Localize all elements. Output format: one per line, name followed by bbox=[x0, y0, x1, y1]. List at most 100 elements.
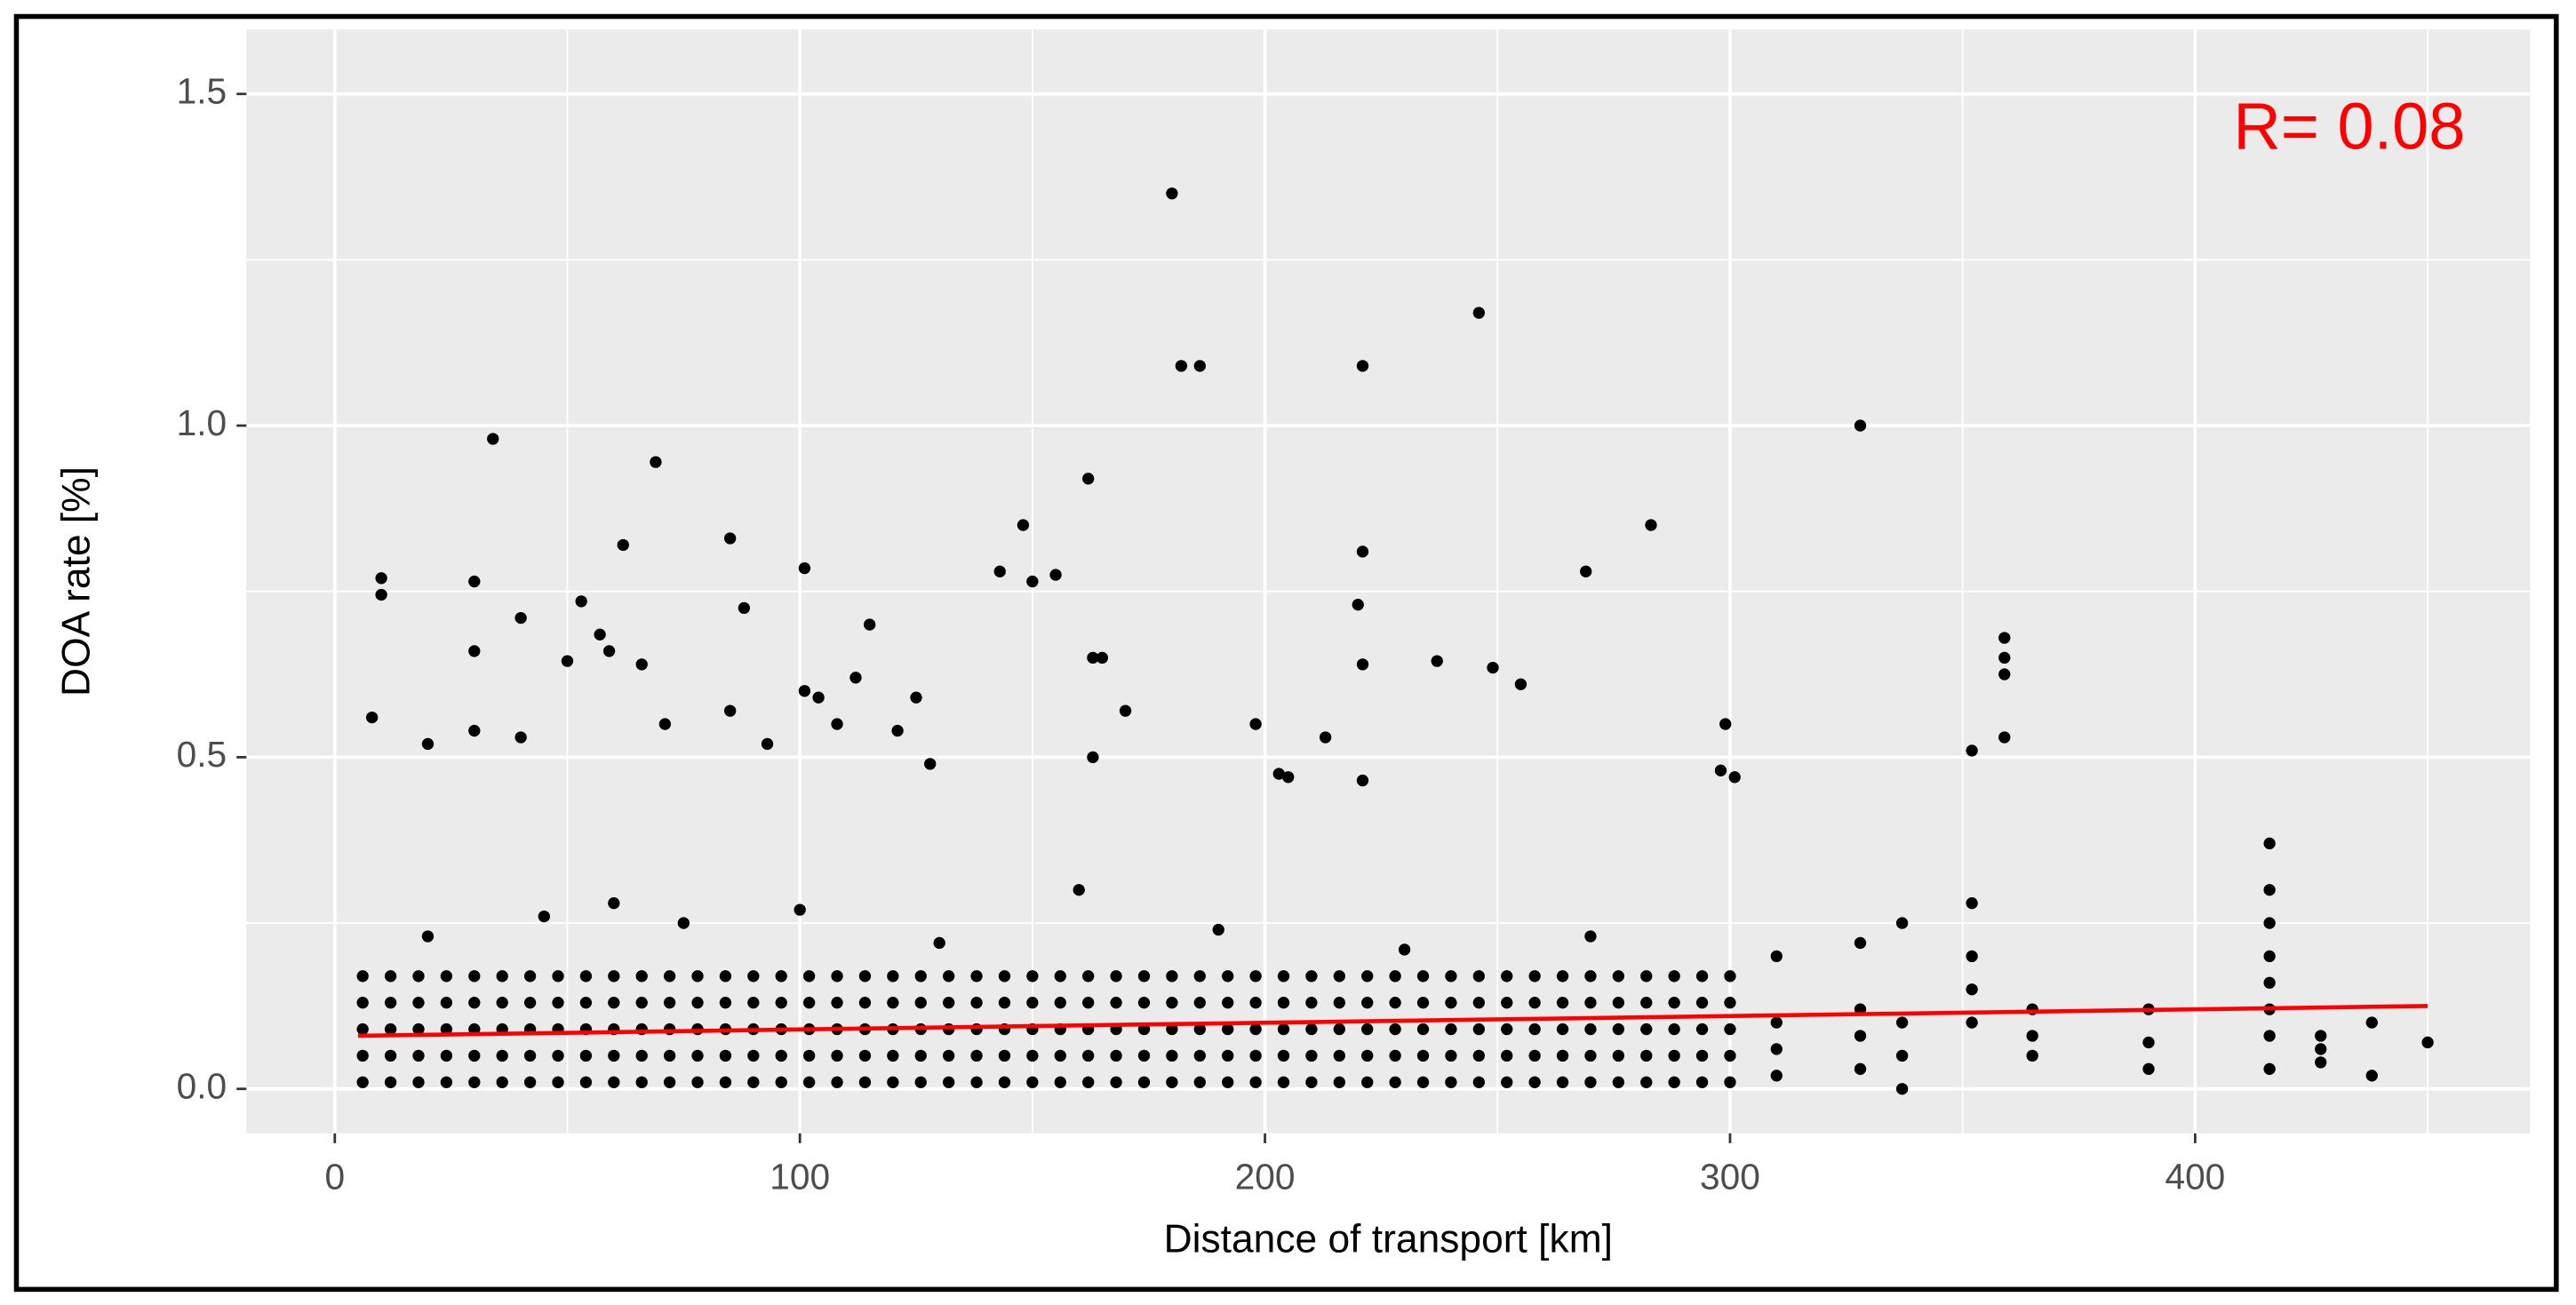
point bbox=[1640, 997, 1653, 1009]
point bbox=[1695, 997, 1709, 1009]
point bbox=[2263, 884, 2276, 896]
point bbox=[608, 897, 620, 910]
point bbox=[2263, 917, 2276, 929]
point bbox=[1416, 970, 1430, 983]
point bbox=[1305, 1076, 1318, 1088]
point bbox=[1966, 1016, 1978, 1029]
point bbox=[2365, 1016, 2378, 1029]
point bbox=[384, 1049, 397, 1062]
point bbox=[691, 997, 704, 1009]
point bbox=[1556, 1049, 1569, 1062]
point bbox=[1445, 1049, 1457, 1062]
point bbox=[1640, 1023, 1653, 1036]
point bbox=[914, 1076, 927, 1088]
point bbox=[468, 724, 481, 737]
point bbox=[943, 970, 955, 983]
point bbox=[1528, 997, 1541, 1009]
point bbox=[421, 737, 435, 751]
point bbox=[1724, 997, 1736, 1009]
point bbox=[1501, 1023, 1513, 1036]
point bbox=[998, 1049, 1011, 1062]
point bbox=[635, 1076, 648, 1088]
point bbox=[440, 1049, 453, 1062]
point bbox=[1398, 943, 1411, 956]
point bbox=[1580, 565, 1592, 577]
point bbox=[1137, 970, 1151, 983]
point bbox=[1166, 187, 1178, 200]
point bbox=[1445, 970, 1457, 983]
point bbox=[1166, 997, 1178, 1009]
point bbox=[1026, 970, 1039, 983]
point bbox=[775, 1049, 787, 1062]
point bbox=[1612, 970, 1625, 983]
point bbox=[468, 997, 481, 1009]
point bbox=[1728, 771, 1741, 784]
point bbox=[635, 970, 648, 983]
point bbox=[831, 1049, 843, 1062]
x-tick-label: 100 bbox=[770, 1156, 830, 1197]
grid bbox=[246, 29, 2531, 1134]
point bbox=[1361, 1076, 1374, 1088]
point bbox=[1695, 970, 1709, 983]
point bbox=[440, 1076, 453, 1088]
point bbox=[1352, 599, 1364, 611]
point bbox=[1584, 1023, 1597, 1036]
point bbox=[1222, 1023, 1234, 1036]
point bbox=[933, 936, 945, 950]
point bbox=[1724, 1023, 1736, 1036]
point bbox=[747, 997, 760, 1009]
point bbox=[1082, 1076, 1095, 1088]
point bbox=[1640, 1049, 1653, 1062]
point bbox=[1082, 1049, 1095, 1062]
point bbox=[1361, 1023, 1374, 1036]
point bbox=[802, 1049, 816, 1062]
point bbox=[1082, 970, 1095, 983]
point bbox=[1361, 1049, 1374, 1062]
point bbox=[1361, 970, 1374, 983]
point bbox=[943, 997, 955, 1009]
point bbox=[384, 997, 397, 1009]
point bbox=[1054, 1049, 1066, 1062]
point bbox=[970, 970, 983, 983]
point bbox=[440, 970, 453, 983]
point bbox=[1556, 997, 1569, 1009]
point bbox=[802, 970, 816, 983]
point bbox=[1087, 751, 1099, 764]
point bbox=[1472, 1023, 1485, 1036]
point bbox=[887, 997, 899, 1009]
point bbox=[635, 1049, 648, 1062]
point bbox=[1966, 983, 1978, 996]
point bbox=[914, 997, 927, 1009]
y-tick-label: 1.5 bbox=[177, 70, 227, 111]
point bbox=[1305, 1023, 1318, 1036]
point bbox=[375, 588, 387, 601]
point bbox=[775, 1076, 787, 1088]
point bbox=[1249, 970, 1262, 983]
point bbox=[2315, 1043, 2327, 1055]
point bbox=[2026, 1030, 2038, 1042]
point bbox=[579, 1049, 593, 1062]
point bbox=[1389, 1049, 1401, 1062]
point bbox=[1249, 997, 1262, 1009]
point bbox=[1966, 897, 1978, 910]
point bbox=[1719, 718, 1732, 730]
point bbox=[858, 1049, 872, 1062]
x-tick-label: 300 bbox=[1700, 1156, 1760, 1197]
point bbox=[924, 758, 937, 770]
point bbox=[858, 970, 872, 983]
point bbox=[1049, 569, 1062, 581]
point bbox=[1528, 970, 1541, 983]
point bbox=[608, 1076, 620, 1088]
point bbox=[1556, 970, 1569, 983]
point bbox=[993, 565, 1006, 577]
point bbox=[1110, 1076, 1122, 1088]
point bbox=[594, 628, 606, 641]
point bbox=[1137, 997, 1151, 1009]
point bbox=[1282, 771, 1295, 784]
point bbox=[1472, 306, 1485, 319]
point bbox=[1222, 1049, 1234, 1062]
point bbox=[691, 1076, 704, 1088]
point bbox=[356, 1023, 369, 1036]
point bbox=[802, 1076, 816, 1088]
